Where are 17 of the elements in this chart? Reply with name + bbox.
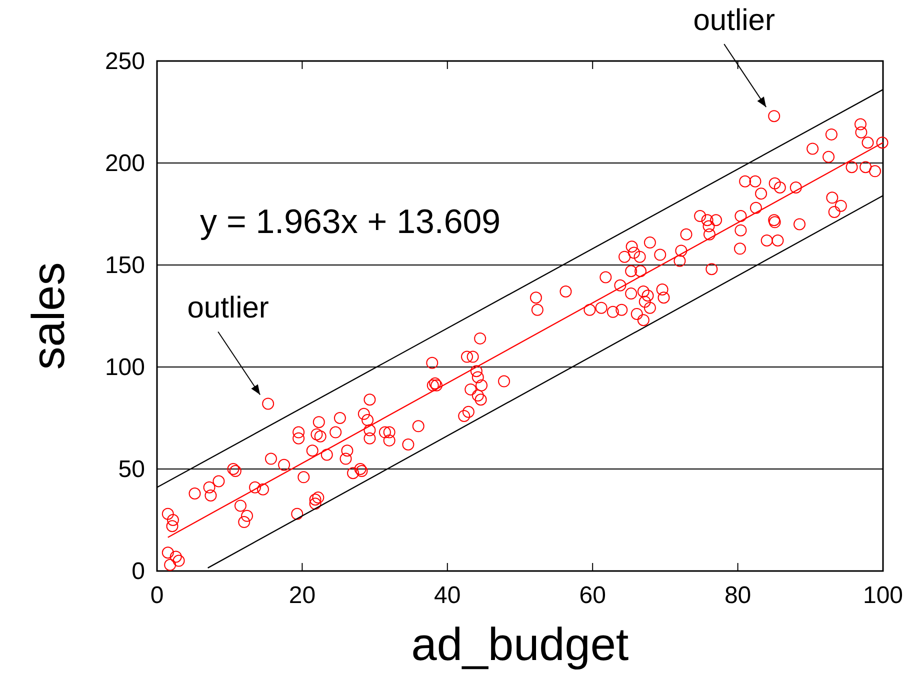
x-tick-label: 20 [288,582,316,609]
annotation: outlier [187,292,269,325]
x-tick-label: 100 [862,582,904,609]
x-tick-label: 80 [724,582,752,609]
y-axis-title: sales [22,262,74,370]
y-tick-label: 0 [132,558,145,585]
annotation: outlier [693,4,775,38]
y-tick-label: 50 [118,456,145,483]
annotation: y = 1.963x + 13.609 [200,203,501,241]
y-tick-label: 250 [104,48,145,75]
x-axis-title: ad_budget [411,618,629,670]
x-tick-label: 40 [434,582,461,609]
y-tick-label: 100 [104,354,145,381]
y-tick-label: 200 [104,150,145,177]
y-tick-label: 150 [104,252,145,279]
x-tick-label: 0 [150,582,164,609]
x-tick-label: 60 [579,582,606,609]
